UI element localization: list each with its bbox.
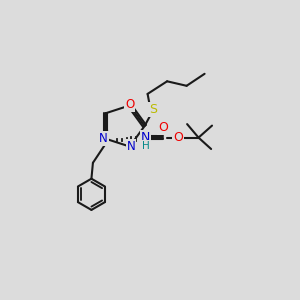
- Text: S: S: [149, 103, 157, 116]
- Text: N: N: [127, 140, 136, 153]
- Text: H: H: [142, 141, 150, 151]
- Text: O: O: [173, 131, 183, 144]
- Text: O: O: [158, 121, 168, 134]
- Text: O: O: [125, 98, 134, 111]
- Text: N: N: [141, 131, 150, 144]
- Text: N: N: [99, 132, 108, 145]
